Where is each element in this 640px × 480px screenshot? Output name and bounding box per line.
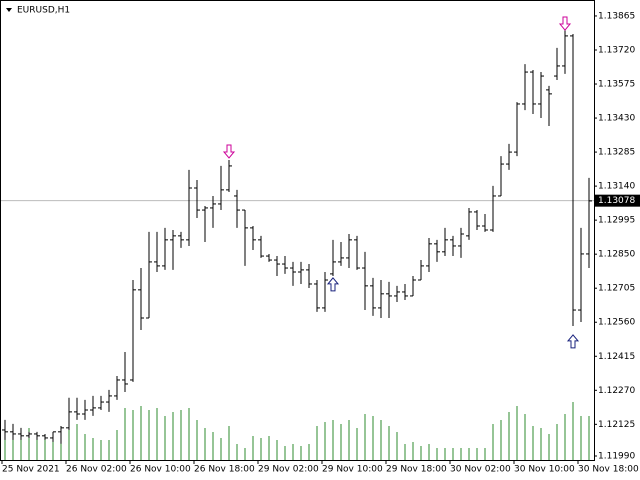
y-tick-label: 1.12705 (598, 284, 635, 294)
y-tick-label: 1.11990 (598, 452, 635, 462)
buy-arrow (326, 277, 340, 292)
current-price-label: 1.13078 (598, 196, 635, 206)
y-tick-label: 1.12995 (598, 216, 635, 226)
y-tick-label: 1.13140 (598, 182, 635, 192)
x-tick-label: 25 Nov 2021 (2, 465, 60, 475)
y-tick-label: 1.13285 (598, 148, 635, 158)
x-tick-label: 29 Nov 18:00 (386, 465, 447, 475)
x-tick-label: 26 Nov 10:00 (130, 465, 191, 475)
y-tick-label: 1.12125 (598, 420, 635, 430)
x-tick-label: 30 Nov 02:00 (450, 465, 511, 475)
y-tick-label: 1.12850 (598, 250, 635, 260)
sell-arrow (222, 144, 236, 159)
y-tick-label: 1.13720 (598, 45, 635, 55)
x-tick-label: 30 Nov 18:00 (578, 465, 639, 475)
chart-title: EURUSD,H1 (17, 6, 70, 16)
plot-frame (0, 0, 595, 461)
x-tick-label: 26 Nov 18:00 (194, 465, 255, 475)
menu-triangle[interactable] (6, 8, 12, 12)
current-price-box (595, 194, 640, 207)
x-tick-label: 26 Nov 02:00 (66, 465, 127, 475)
y-tick-label: 1.12270 (598, 386, 635, 396)
sell-arrow (558, 16, 572, 31)
x-tick-label: 29 Nov 02:00 (258, 465, 319, 475)
y-tick-label: 1.13865 (598, 11, 635, 21)
x-tick-label: 30 Nov 10:00 (514, 465, 575, 475)
y-tick-label: 1.13430 (598, 114, 635, 124)
buy-arrow (566, 334, 580, 349)
x-tick-label: 29 Nov 10:00 (322, 465, 383, 475)
y-tick-label: 1.13575 (598, 80, 635, 90)
y-tick-label: 1.12415 (598, 352, 635, 362)
y-tick-label: 1.12560 (598, 318, 635, 328)
